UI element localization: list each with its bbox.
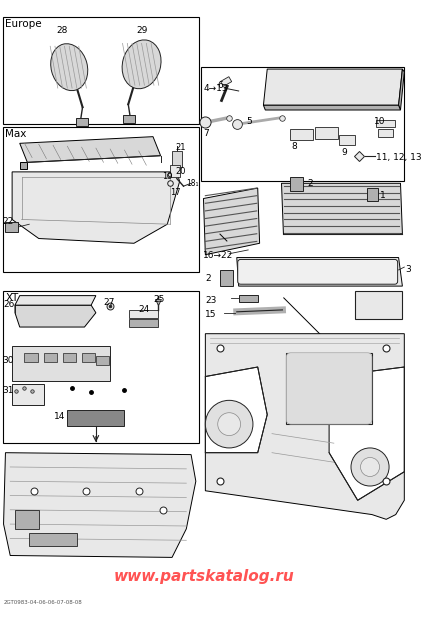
Text: 9: 9 (341, 148, 346, 157)
Text: 17: 17 (170, 188, 180, 197)
Bar (170, 165, 179, 177)
Bar (24, 353, 38, 362)
Bar (3, 17, 198, 124)
Bar (12, 384, 43, 405)
Bar (238, 294, 257, 303)
Circle shape (217, 413, 240, 436)
Bar (12, 346, 110, 381)
Bar (354, 291, 401, 319)
Bar (122, 115, 135, 123)
Text: 31: 31 (3, 386, 14, 395)
Polygon shape (20, 162, 27, 169)
Text: 18₁: 18₁ (186, 180, 199, 188)
Text: 16→22: 16→22 (203, 251, 233, 260)
Text: 7: 7 (203, 129, 209, 138)
Text: 30: 30 (3, 356, 14, 365)
Text: 1: 1 (379, 191, 384, 200)
Ellipse shape (51, 44, 88, 91)
Polygon shape (328, 367, 403, 500)
Bar (29, 533, 77, 546)
Bar (3, 291, 198, 443)
Text: 2: 2 (205, 274, 210, 283)
Bar (219, 270, 233, 286)
Text: 14: 14 (54, 412, 65, 421)
Circle shape (360, 458, 379, 477)
Bar (96, 356, 109, 365)
Circle shape (350, 448, 388, 486)
FancyBboxPatch shape (285, 353, 371, 424)
Polygon shape (20, 136, 160, 162)
Bar (289, 129, 312, 141)
Text: Max: Max (6, 129, 27, 139)
Text: 2: 2 (306, 179, 312, 187)
Polygon shape (219, 234, 227, 241)
Text: 25: 25 (153, 294, 164, 304)
Bar (172, 151, 181, 167)
Text: 24: 24 (138, 305, 150, 314)
Text: Europe: Europe (6, 19, 42, 29)
Polygon shape (263, 105, 400, 110)
Bar (338, 135, 354, 145)
Bar (289, 177, 303, 191)
Bar (76, 118, 88, 126)
Text: 11, 12, 13: 11, 12, 13 (375, 153, 420, 162)
Bar (67, 410, 124, 426)
Text: XT: XT (6, 293, 19, 303)
Polygon shape (205, 367, 267, 453)
Bar (43, 353, 57, 362)
Polygon shape (205, 334, 403, 520)
Text: 15: 15 (205, 310, 216, 319)
Bar (375, 120, 394, 127)
Bar (377, 129, 392, 136)
Text: 21: 21 (176, 143, 186, 153)
Text: www.partskatalog.ru: www.partskatalog.ru (113, 569, 294, 584)
Bar (3, 127, 198, 272)
Text: 19: 19 (162, 172, 173, 181)
Text: 26: 26 (3, 300, 15, 309)
Text: 20: 20 (175, 167, 185, 176)
Polygon shape (12, 172, 179, 243)
Bar (5, 223, 18, 232)
Text: 2GT0983-04-06-06-07-08-08: 2GT0983-04-06-06-07-08-08 (3, 600, 82, 604)
Polygon shape (283, 298, 401, 417)
Bar (129, 319, 157, 327)
Text: 23: 23 (205, 296, 216, 304)
Bar (15, 510, 39, 529)
Ellipse shape (122, 40, 161, 89)
Bar (366, 188, 377, 202)
Text: 8: 8 (291, 143, 296, 151)
Text: 27: 27 (103, 298, 115, 306)
Polygon shape (397, 69, 403, 110)
Text: 6: 6 (217, 81, 223, 91)
Bar (220, 77, 231, 86)
Bar (314, 127, 337, 138)
Bar (285, 353, 371, 424)
Bar (200, 67, 403, 182)
Text: 28: 28 (56, 26, 67, 35)
Bar (129, 310, 157, 317)
Polygon shape (15, 296, 96, 305)
Text: 3: 3 (404, 265, 410, 274)
Polygon shape (263, 69, 401, 105)
Text: 29: 29 (135, 26, 147, 35)
FancyBboxPatch shape (237, 259, 397, 284)
Polygon shape (15, 305, 96, 327)
Text: 22: 22 (3, 216, 14, 226)
Polygon shape (236, 257, 401, 286)
Polygon shape (281, 184, 401, 234)
Bar (63, 353, 76, 362)
Bar (81, 353, 95, 362)
Text: 5: 5 (246, 117, 251, 126)
Text: 10: 10 (373, 117, 384, 126)
Circle shape (205, 401, 252, 448)
Text: 4→13: 4→13 (203, 84, 227, 93)
Polygon shape (3, 453, 196, 557)
Polygon shape (203, 188, 259, 255)
